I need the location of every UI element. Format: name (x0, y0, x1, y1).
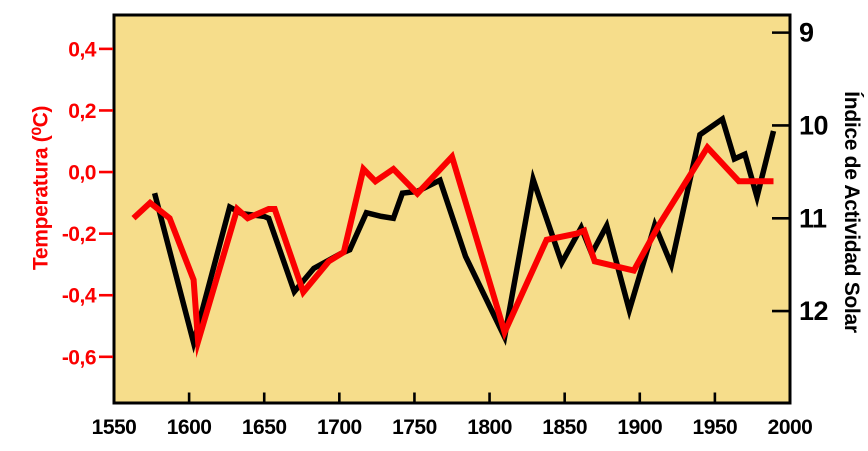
right-tick-label: 12 (799, 296, 828, 326)
x-tick-label: 1550 (92, 416, 137, 439)
right-tick-label: 11 (799, 203, 827, 233)
x-tick-label: 1650 (242, 416, 287, 439)
left-tick-label: -0,2 (62, 223, 96, 246)
left-tick-label: 0,0 (68, 162, 96, 185)
x-tick-label: 1700 (317, 416, 362, 439)
x-tick-label: 1600 (167, 416, 212, 439)
x-tick-label: 1800 (467, 416, 512, 439)
right-tick-label: 10 (799, 110, 828, 140)
left-tick-label: -0,4 (62, 285, 97, 308)
left-axis-title: Temperatura (⁰C) (29, 105, 53, 271)
temperature-line (131, 142, 774, 359)
right-tick-label: 9 (799, 18, 814, 48)
left-tick-label: 0,4 (68, 38, 97, 61)
x-tick-label: 1900 (617, 416, 662, 439)
x-tick-label: 1750 (392, 416, 437, 439)
x-tick-label: 1950 (693, 416, 738, 439)
solar-activity-line (151, 114, 777, 354)
left-tick-label: 0,2 (68, 100, 96, 123)
right-axis-title: Índice de Actividad Solar (840, 91, 863, 333)
x-tick-label: 1850 (542, 416, 587, 439)
left-tick-label: -0,6 (62, 346, 96, 369)
x-tick-label: 2000 (768, 416, 813, 439)
